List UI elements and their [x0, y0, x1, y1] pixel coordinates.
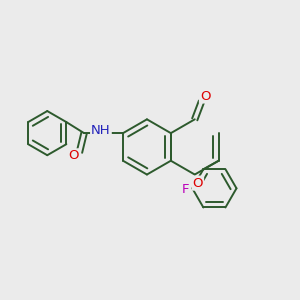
Text: NH: NH: [91, 124, 111, 137]
Text: O: O: [193, 177, 203, 190]
Text: O: O: [200, 89, 210, 103]
Text: F: F: [182, 183, 189, 196]
Text: O: O: [69, 149, 79, 162]
